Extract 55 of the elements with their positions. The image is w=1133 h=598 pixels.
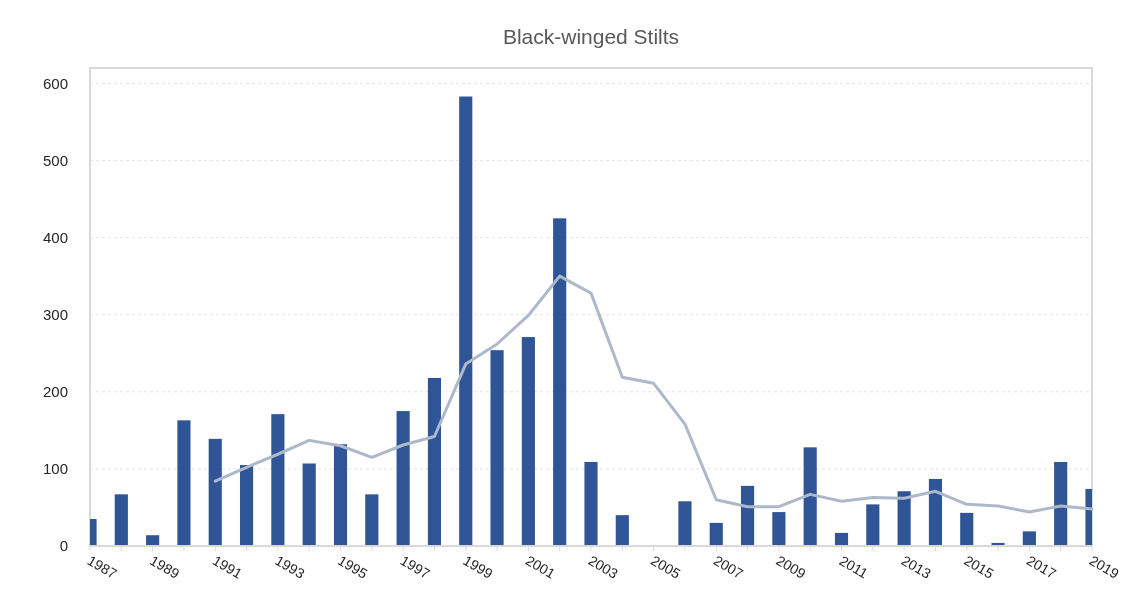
- x-tick-label: 2005: [648, 552, 684, 582]
- bar: [365, 494, 379, 546]
- bar: [615, 515, 629, 546]
- x-tick-label: 1989: [147, 552, 183, 582]
- bar: [208, 438, 222, 546]
- x-tick-label: 1995: [335, 552, 371, 582]
- bar: [427, 377, 442, 546]
- x-tick-label: 2019: [1086, 552, 1122, 582]
- bar: [960, 512, 974, 546]
- bar: [928, 478, 943, 546]
- x-tick-label: 1993: [272, 552, 308, 582]
- bar: [1054, 461, 1068, 546]
- x-tick-label: 2011: [836, 552, 871, 582]
- bar: [584, 461, 598, 546]
- bar: [146, 535, 160, 546]
- x-tick-label: 2013: [898, 552, 934, 582]
- bar: [709, 522, 723, 546]
- bar: [114, 494, 128, 546]
- x-tick-label: 2001: [523, 552, 559, 582]
- y-tick-label: 400: [42, 228, 68, 246]
- x-tick-label: 2015: [961, 552, 997, 582]
- y-tick-label: 0: [59, 537, 68, 555]
- bar: [553, 218, 567, 546]
- bar: [459, 96, 473, 546]
- y-tick-label: 500: [42, 151, 68, 169]
- x-tick-label: 2017: [1024, 552, 1060, 582]
- bar: [302, 463, 316, 546]
- bar: [678, 501, 692, 546]
- bar: [834, 532, 849, 546]
- bar: [490, 350, 504, 546]
- bar: [803, 447, 817, 546]
- y-tick-label: 200: [42, 383, 68, 401]
- x-tick-label: 2009: [773, 552, 809, 582]
- y-tick-label: 300: [42, 305, 68, 323]
- bar: [521, 337, 535, 546]
- bar: [772, 512, 786, 546]
- x-tick-label: 1999: [460, 552, 496, 582]
- x-tick-label: 1997: [397, 552, 433, 582]
- bar: [396, 411, 410, 546]
- bar: [866, 504, 880, 546]
- bar: [333, 444, 348, 546]
- bar: [897, 491, 911, 546]
- y-tick-label: 100: [42, 460, 68, 478]
- x-tick-label: 2003: [585, 552, 621, 582]
- bar: [239, 465, 254, 546]
- chart-title: Black-winged Stilts: [502, 25, 680, 48]
- bar: [271, 414, 285, 546]
- x-tick-label: 2007: [710, 552, 747, 582]
- line-series: [213, 274, 1094, 514]
- x-tick-label: 1991: [209, 552, 246, 582]
- y-tick-label: 600: [42, 74, 68, 92]
- bar: [1022, 531, 1036, 546]
- bar: [740, 485, 755, 546]
- x-tick-label: 1987: [84, 552, 120, 582]
- bar: [177, 420, 191, 546]
